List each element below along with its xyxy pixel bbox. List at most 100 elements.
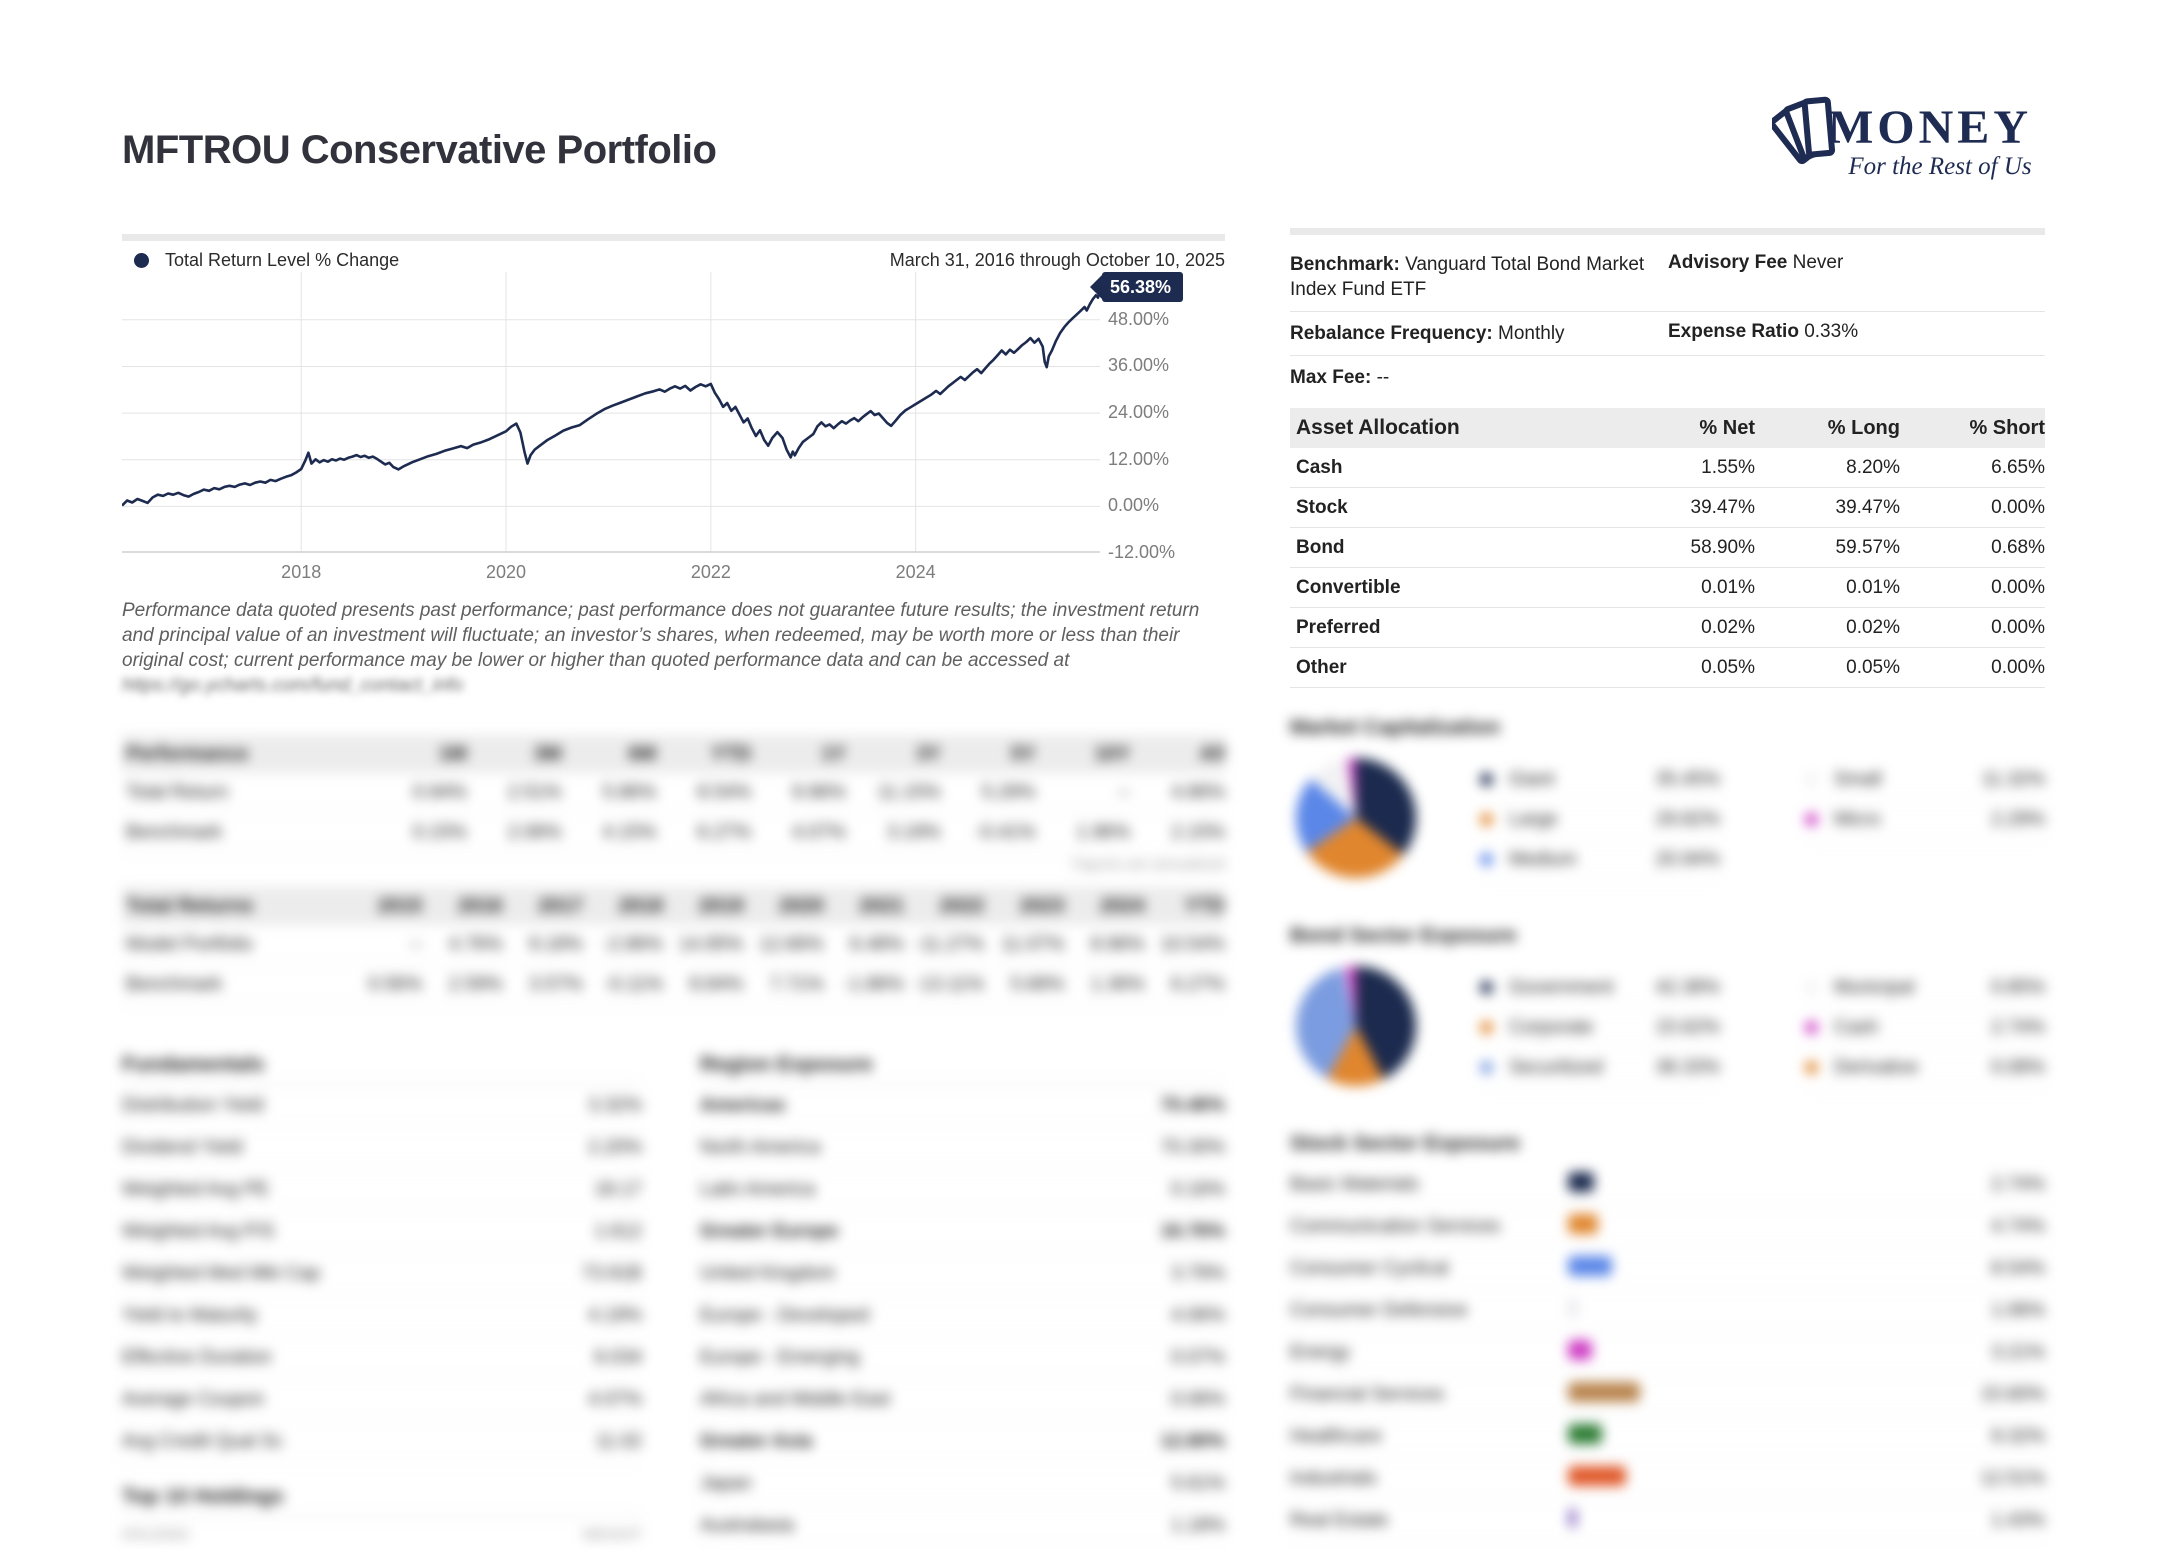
stock-sector-row: Basic Materials 2.74%	[1290, 1164, 2045, 1206]
logo-wordmark: MONEY	[1828, 101, 2032, 154]
fund-info-table: Benchmark: Vanguard Total Bond Market In…	[1290, 243, 2045, 399]
market-cap-pie-chart	[1295, 758, 1417, 879]
region-label: Greater Europe	[700, 1220, 839, 1242]
fundamentals-title: Fundamentals	[122, 1045, 642, 1085]
sector-label: Basic Materials	[1290, 1173, 1419, 1195]
fundamentals-row: Weighted Med Mkt Cap 73.91B	[122, 1253, 642, 1295]
legend-value: 42.38%	[1655, 976, 1720, 998]
pie-slice-government	[1356, 966, 1416, 1080]
cell-value: 3.57%	[528, 973, 583, 995]
stock-sector-rows: Basic Materials 2.74% Communication Servic…	[1290, 1164, 2045, 1550]
sector-bar	[1568, 1213, 1598, 1234]
top-holdings-columns: HOLDING WEIGHT	[122, 1517, 642, 1550]
stock-sector-title: Stock Sector Exposure	[1290, 1132, 1520, 1155]
metric-value: 1.612	[594, 1220, 642, 1242]
y-tick-label: 24.00%	[1108, 402, 1170, 423]
metric-label: Weighted Avg PE	[122, 1178, 270, 1200]
legend-dot	[1805, 1021, 1818, 1034]
region-exposure-title: Region Exposure	[700, 1045, 1225, 1085]
legend-row: Securitized 38.33%	[1480, 1048, 1720, 1088]
legend-value: 2.74%	[1991, 1016, 2045, 1038]
logo: MONEY For the Rest of Us	[1768, 96, 2052, 181]
legend-dot	[1805, 773, 1818, 786]
allocation-value: 6.65%	[1991, 456, 2045, 478]
asset-allocation-row: Stock 39.47% 39.47% 0.00%	[1290, 488, 2045, 528]
sector-label: Financial Services	[1290, 1383, 1445, 1405]
x-tick-label: 2018	[281, 562, 322, 582]
cell-value: 5.86%	[602, 781, 657, 803]
region-label: Greater Asia	[700, 1430, 813, 1452]
market-cap-body: Giant 35.45% Large 29.82% Medium 20.94% Small…	[1290, 748, 2045, 916]
legend-row: Derivative 0.08%	[1805, 1048, 2045, 1088]
cell-value: 11.07%	[1001, 933, 1065, 955]
y-tick-label: 0.00%	[1108, 495, 1160, 516]
region-row: Europe - Developed 4.06%	[700, 1295, 1225, 1337]
sector-label: Healthcare	[1290, 1425, 1382, 1447]
table-row: Benchmark 0.15% 2.06% 4.15% 6.27% 4.07% 3.19% -…	[122, 813, 1225, 853]
region-label: North America	[700, 1136, 821, 1158]
column-header: All	[1199, 742, 1225, 765]
asset-class-label: Other	[1296, 656, 1347, 678]
left-detail-block: Performance 1M 3M 6M YTD 1Y 3Y 5Y 10Y All Total Re…	[122, 735, 1225, 1550]
cell-value: 4.15%	[602, 821, 657, 843]
cell-value: -1.86%	[843, 973, 904, 995]
cell-value: 8.84%	[689, 973, 744, 995]
stock-sector-row: Real Estate 1.43%	[1290, 1500, 2045, 1542]
region-row: Greater Europe 16.76%	[700, 1211, 1225, 1253]
region-row: Australasia 1.18%	[700, 1505, 1225, 1547]
legend-value: 2.29%	[1991, 808, 2045, 830]
legend-label: Giant	[1509, 768, 1555, 790]
legend-row: Giant 35.45%	[1480, 760, 1720, 800]
allocation-value: 8.20%	[1846, 456, 1900, 478]
asset-allocation-header: Asset Allocation % Net % Long % Short	[1290, 408, 2045, 448]
asset-allocation-table: Asset Allocation % Net % Long % Short Ca…	[1290, 408, 2045, 688]
legend-dot	[1480, 981, 1493, 994]
page-title: MFTROU Conservative Portfolio	[122, 128, 717, 172]
cell-value: 8.54%	[697, 781, 752, 803]
region-row: North America 70.30%	[700, 1127, 1225, 1169]
total-return-line	[122, 286, 1100, 507]
stock-sector-row: Healthcare 9.32%	[1290, 1416, 2045, 1458]
cell-value: 9.18%	[528, 933, 583, 955]
region-row: Europe - Emerging 0.07%	[700, 1337, 1225, 1379]
disclaimer-line: original cost; current performance may b…	[122, 650, 1070, 671]
sector-value: 12.51%	[1980, 1467, 2045, 1489]
y-tick-label: 12.00%	[1108, 448, 1170, 469]
metric-label: Yield to Maturity	[122, 1304, 258, 1326]
sector-bar-zone	[1568, 1339, 1957, 1366]
pie-slice-large	[1306, 818, 1404, 879]
region-value: 0.07%	[1171, 1346, 1225, 1368]
sector-bar	[1568, 1423, 1602, 1444]
asset-class-label: Cash	[1296, 456, 1343, 478]
region-label: Latin America	[700, 1178, 816, 1200]
sector-value: 8.54%	[1991, 1257, 2045, 1279]
region-value: 3.79%	[1171, 1262, 1225, 1284]
region-row: Latin America 0.16%	[700, 1169, 1225, 1211]
column-header: 2016	[458, 894, 503, 917]
metric-value: 18.17	[594, 1178, 642, 1200]
sector-bar-zone	[1568, 1465, 1957, 1492]
table-header-row: Performance 1M 3M 6M YTD 1Y 3Y 5Y 10Y All	[122, 735, 1225, 773]
weight-col-label: WEIGHT	[583, 1526, 642, 1542]
region-row: United Kingdom 3.79%	[700, 1253, 1225, 1295]
benchmark-cell: Benchmark: Vanguard Total Bond Market In…	[1290, 254, 1645, 300]
asset-allocation-row: Cash 1.55% 8.20% 6.65%	[1290, 448, 2045, 488]
column-header: 2023	[1019, 894, 1065, 917]
metric-label: Distribution Yield	[122, 1094, 264, 1116]
metric-label: Weighted Med Mkt Cap	[122, 1262, 321, 1284]
sector-bar-zone	[1568, 1381, 1957, 1408]
sector-bar	[1568, 1465, 1626, 1486]
cell-value: 12.66%	[759, 933, 824, 955]
region-value: 1.18%	[1171, 1514, 1225, 1536]
legend-value: 29.82%	[1655, 808, 1720, 830]
sector-value: 15.60%	[1980, 1383, 2045, 1405]
asset-class-label: Convertible	[1296, 576, 1401, 598]
stock-sector-row: Financial Services 15.60%	[1290, 1374, 2045, 1416]
fundamentals-row: Weighted Avg P/S 1.612	[122, 1211, 642, 1253]
allocation-value: 58.90%	[1690, 536, 1755, 558]
sector-value: 1.06%	[1991, 1299, 2045, 1321]
y-tick-label: -12.00%	[1108, 542, 1176, 562]
annualized-note: Figures are annualized	[1072, 856, 1225, 873]
fundamentals-row: Yield to Maturity 4.19%	[122, 1295, 642, 1337]
column-header: YTD	[1184, 894, 1225, 917]
